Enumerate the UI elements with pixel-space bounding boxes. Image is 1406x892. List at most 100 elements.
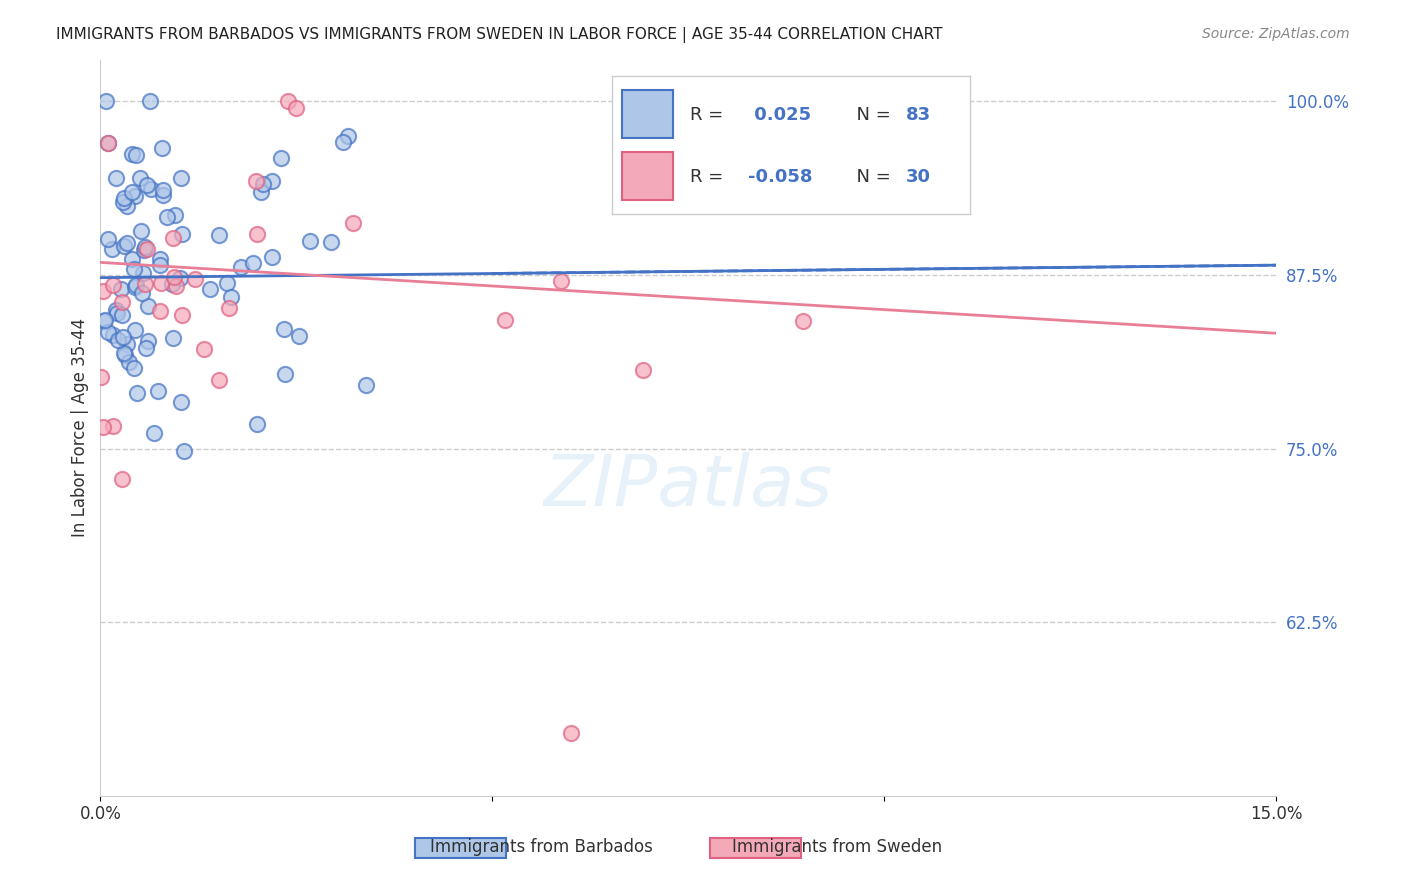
Point: [172, 309, 194, 323]
Point: [128, 170, 150, 185]
Point: [122, 361, 145, 376]
Point: [132, 266, 155, 280]
Point: [246, 417, 269, 432]
Text: Immigrants from Barbados: Immigrants from Barbados: [430, 838, 652, 856]
Point: [150, 141, 173, 155]
FancyBboxPatch shape: [623, 89, 672, 138]
Point: [193, 343, 215, 357]
Point: [125, 147, 148, 161]
Point: [112, 345, 135, 359]
Point: [136, 178, 159, 192]
Point: [124, 280, 146, 294]
Point: [125, 278, 148, 293]
Point: [132, 244, 155, 258]
Point: [101, 328, 124, 343]
Point: [169, 271, 191, 285]
Point: [250, 185, 273, 199]
Point: [112, 195, 135, 210]
Point: [165, 278, 187, 293]
Point: [97, 136, 120, 150]
Point: [91, 420, 114, 434]
Point: [354, 378, 377, 392]
Point: [105, 302, 128, 317]
Y-axis label: In Labor Force | Age 35-44: In Labor Force | Age 35-44: [72, 318, 89, 537]
Point: [131, 286, 153, 301]
Point: [285, 101, 308, 115]
Point: [337, 129, 360, 144]
Text: Source: ZipAtlas.com: Source: ZipAtlas.com: [1202, 27, 1350, 41]
Point: [97, 325, 120, 339]
Point: [288, 329, 311, 343]
Text: 30: 30: [905, 168, 931, 186]
Point: [152, 187, 174, 202]
Point: [112, 330, 135, 344]
Point: [134, 240, 156, 254]
Point: [93, 284, 115, 298]
Point: [149, 258, 172, 272]
Point: [110, 472, 132, 486]
Point: [229, 260, 252, 274]
Point: [342, 216, 364, 230]
Point: [112, 192, 135, 206]
Point: [298, 234, 321, 248]
Text: N =: N =: [845, 105, 896, 123]
Point: [631, 363, 654, 377]
Point: [114, 348, 136, 362]
Point: [105, 306, 128, 320]
Point: [274, 367, 297, 381]
Point: [97, 232, 120, 246]
Point: [97, 136, 120, 150]
Point: [273, 322, 295, 336]
Point: [90, 370, 112, 384]
Point: [115, 198, 138, 212]
Point: [148, 252, 170, 266]
Point: [117, 354, 139, 368]
Text: Immigrants from Sweden: Immigrants from Sweden: [731, 838, 942, 856]
Point: [172, 227, 194, 242]
Point: [165, 208, 187, 222]
Text: ZIPatlas: ZIPatlas: [544, 452, 832, 521]
Point: [184, 272, 207, 286]
Text: IMMIGRANTS FROM BARBADOS VS IMMIGRANTS FROM SWEDEN IN LABOR FORCE | AGE 35-44 CO: IMMIGRANTS FROM BARBADOS VS IMMIGRANTS F…: [56, 27, 943, 43]
Point: [96, 95, 118, 109]
Point: [107, 333, 129, 347]
Point: [262, 250, 284, 264]
Point: [173, 444, 195, 458]
Point: [260, 174, 283, 188]
Point: [111, 295, 134, 310]
Point: [152, 183, 174, 197]
Point: [134, 277, 156, 291]
Text: R =: R =: [690, 105, 730, 123]
Point: [124, 322, 146, 336]
Point: [149, 303, 172, 318]
Point: [121, 147, 143, 161]
Point: [93, 314, 115, 328]
Point: [115, 337, 138, 351]
Point: [112, 239, 135, 253]
Point: [494, 312, 516, 326]
Point: [792, 314, 814, 328]
Point: [242, 256, 264, 270]
Point: [245, 174, 267, 188]
Point: [332, 136, 354, 150]
Point: [252, 177, 274, 191]
Point: [170, 170, 193, 185]
Point: [160, 277, 183, 291]
Point: [136, 242, 159, 256]
Point: [110, 282, 132, 296]
Point: [148, 384, 170, 399]
Point: [163, 270, 186, 285]
Point: [208, 228, 231, 243]
Point: [560, 726, 582, 740]
Point: [131, 224, 153, 238]
Text: 0.025: 0.025: [748, 105, 811, 123]
Point: [321, 235, 343, 249]
Point: [111, 308, 134, 322]
Point: [94, 312, 117, 326]
Text: -0.058: -0.058: [748, 168, 813, 186]
Point: [198, 282, 221, 296]
Point: [124, 189, 146, 203]
Point: [139, 182, 162, 196]
Point: [218, 301, 240, 315]
Point: [170, 394, 193, 409]
